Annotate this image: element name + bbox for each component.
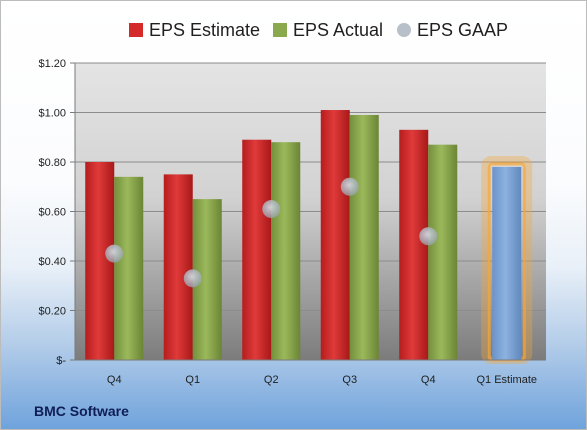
marker-eps-gaap bbox=[419, 227, 438, 246]
y-tick-label: $1.20 bbox=[38, 58, 66, 70]
bar-eps-actual bbox=[271, 142, 301, 360]
x-tick-label: Q1 bbox=[185, 374, 200, 386]
legend-label-eps-estimate: EPS Estimate bbox=[149, 19, 261, 40]
legend-swatch-eps-actual bbox=[273, 23, 287, 37]
x-tick-label: Q2 bbox=[264, 374, 279, 386]
bar-eps-actual bbox=[114, 176, 144, 360]
legend-item-eps-actual: EPS Actual bbox=[273, 15, 383, 45]
bar-eps-estimate bbox=[163, 174, 193, 360]
marker-eps-gaap bbox=[340, 177, 359, 196]
y-tick-label: $0.20 bbox=[38, 306, 66, 318]
y-tick-label: $- bbox=[56, 355, 66, 367]
bar-eps-estimate bbox=[399, 129, 429, 360]
bar-eps-actual bbox=[428, 144, 458, 360]
chart-legend: EPS Estimate EPS Actual EPS GAAP bbox=[1, 15, 587, 45]
x-tick-label: Q4 bbox=[421, 374, 436, 386]
x-tick-label: Q3 bbox=[342, 374, 357, 386]
legend-label-eps-gaap: EPS GAAP bbox=[417, 19, 509, 40]
marker-eps-gaap bbox=[183, 269, 202, 288]
chart-plot: $- $0.20 $0.40 $0.60 $0.80 $1.00 $1.20 Q4 Q1 Q2 Q3… bbox=[38, 58, 546, 386]
legend-item-eps-estimate: EPS Estimate bbox=[129, 15, 260, 45]
legend-swatch-eps-estimate bbox=[129, 23, 143, 37]
company-name: BMC Software bbox=[34, 403, 129, 419]
bar-eps-estimate-next bbox=[492, 166, 522, 360]
bar-eps-estimate bbox=[320, 110, 350, 361]
x-tick-label: Q4 bbox=[107, 374, 122, 386]
y-tick-label: $0.80 bbox=[38, 157, 66, 169]
marker-eps-gaap bbox=[105, 244, 124, 263]
x-tick-label: Q1 Estimate bbox=[476, 374, 537, 386]
y-tick-label: $1.00 bbox=[38, 108, 66, 120]
y-tick-label: $0.60 bbox=[38, 207, 66, 219]
bar-eps-actual bbox=[349, 114, 379, 360]
legend-marker-eps-gaap bbox=[397, 23, 411, 37]
legend-label-eps-actual: EPS Actual bbox=[293, 19, 384, 40]
bar-eps-estimate bbox=[242, 139, 272, 360]
marker-eps-gaap bbox=[262, 200, 281, 219]
legend-item-eps-gaap: EPS GAAP bbox=[397, 15, 508, 45]
y-tick-label: $0.40 bbox=[38, 256, 66, 268]
